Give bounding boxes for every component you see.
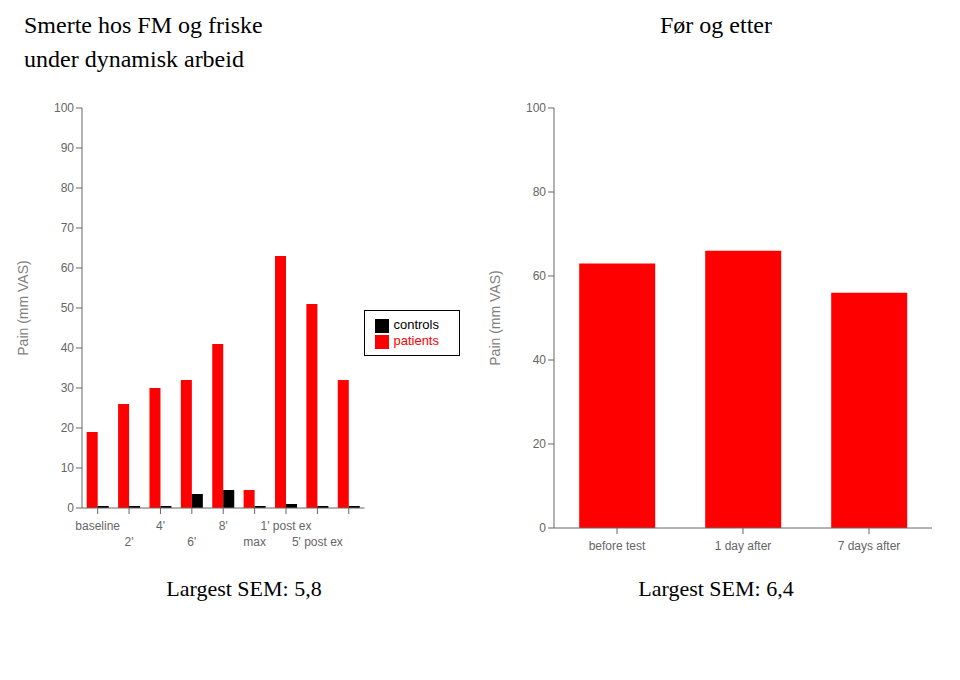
html-text:Før og etter: Før og etter	[660, 12, 772, 38]
svg-text:50: 50	[61, 301, 75, 315]
svg-text:Pain (mm VAS): Pain (mm VAS)	[487, 270, 503, 365]
svg-text:60: 60	[61, 261, 75, 275]
svg-text:Pain (mm VAS): Pain (mm VAS)	[15, 260, 31, 355]
svg-text:1' post ex: 1' post ex	[260, 519, 311, 533]
html-text:patients: patients	[393, 333, 439, 348]
html-text:Largest SEM: 5,8: Largest SEM: 5,8	[166, 576, 322, 601]
svg-text:0: 0	[539, 521, 546, 535]
svg-text:5' post ex: 5' post ex	[292, 535, 343, 549]
svg-text:2': 2'	[125, 535, 134, 549]
svg-text:100: 100	[54, 101, 74, 115]
svg-text:20: 20	[61, 421, 75, 435]
html-text:under dynamisk arbeid: under dynamisk arbeid	[24, 46, 244, 72]
svg-text:0: 0	[67, 501, 74, 515]
svg-text:1 day after: 1 day after	[715, 539, 772, 553]
svg-text:100: 100	[526, 101, 546, 115]
svg-text:before test: before test	[589, 539, 646, 553]
svg-text:20: 20	[533, 437, 547, 451]
html-text:controls: controls	[393, 317, 439, 333]
html-text:Smerte hos FM og friske: Smerte hos FM og friske	[24, 12, 263, 38]
svg-text:30: 30	[61, 381, 75, 395]
svg-text:90: 90	[61, 141, 75, 155]
html-text:Largest SEM: 6,4: Largest SEM: 6,4	[638, 576, 794, 601]
svg-text:70: 70	[61, 221, 75, 235]
svg-text:60: 60	[533, 269, 547, 283]
svg-text:4': 4'	[156, 519, 165, 533]
svg-text:40: 40	[533, 353, 547, 367]
svg-text:6': 6'	[187, 535, 196, 549]
svg-text:10: 10	[61, 461, 75, 475]
svg-text:80: 80	[533, 185, 547, 199]
svg-text:8': 8'	[219, 519, 228, 533]
svg-text:7 days after: 7 days after	[838, 539, 901, 553]
svg-text:max: max	[243, 535, 266, 549]
svg-text:40: 40	[61, 341, 75, 355]
svg-text:80: 80	[61, 181, 75, 195]
svg-text:baseline: baseline	[75, 519, 120, 533]
